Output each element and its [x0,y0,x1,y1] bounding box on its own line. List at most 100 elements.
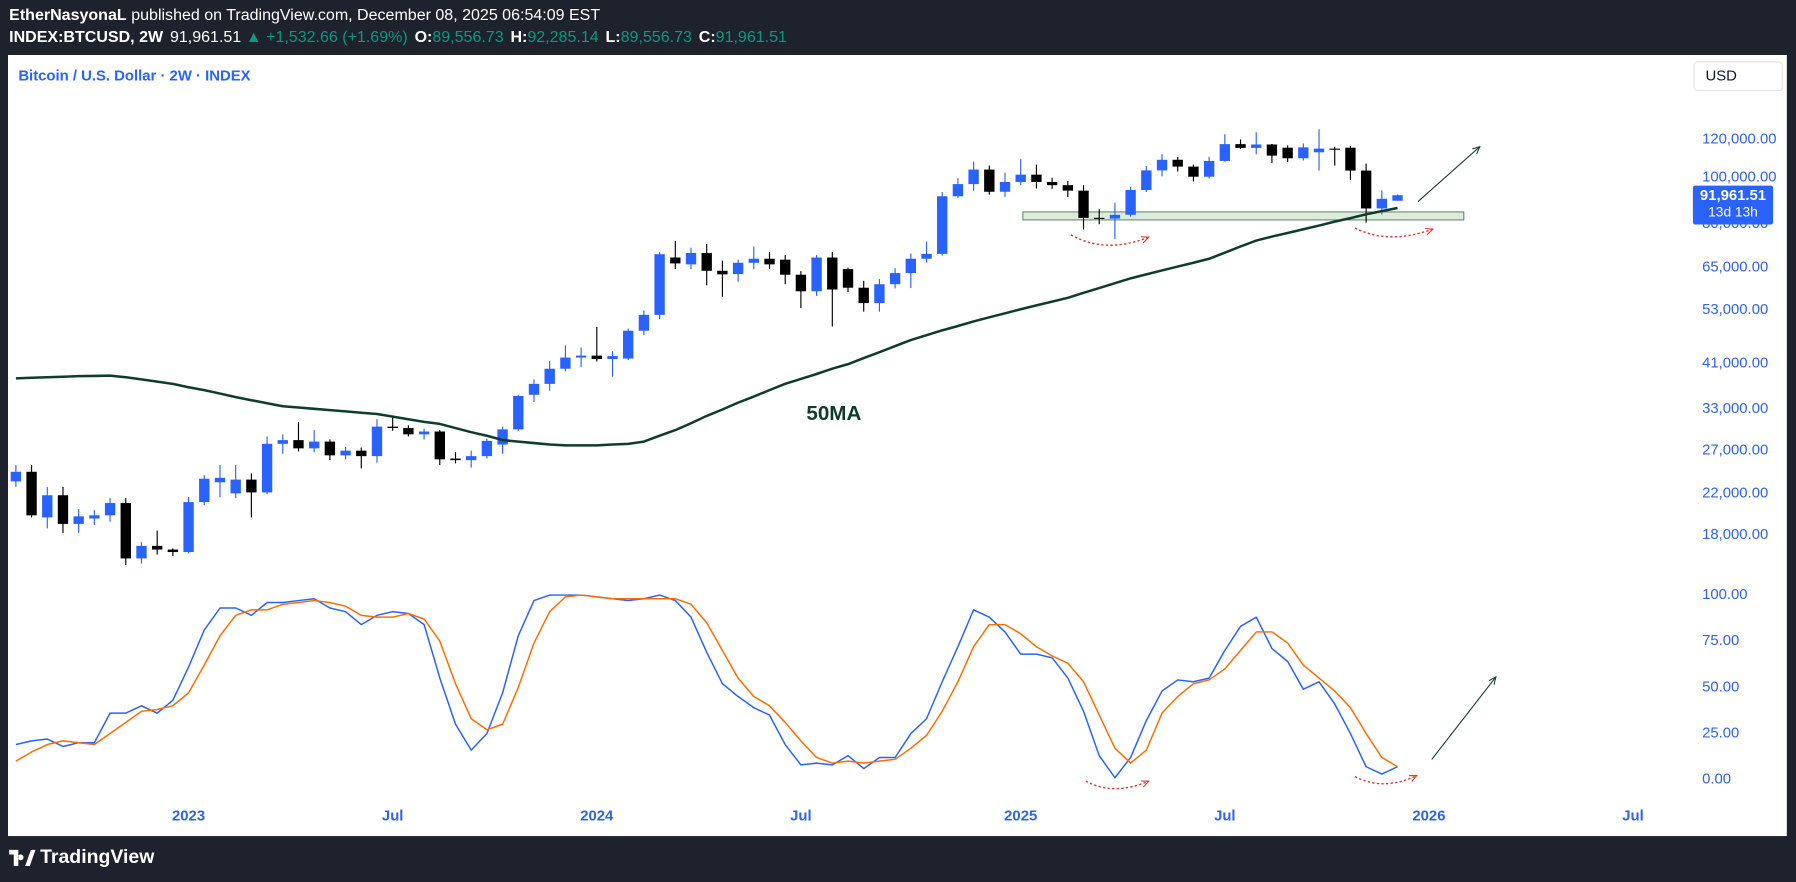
y-tick-label: 41,000.00 [1702,356,1768,372]
oscillator-pane [15,594,1398,779]
candle-body [340,450,351,456]
candle-body [10,471,22,482]
x-tick-label: Jul [382,809,404,825]
candle-body [1282,147,1293,159]
curve-arrow [1085,781,1149,790]
symbol: INDEX:BTCUSD, 2W [9,28,164,46]
candle-body [1313,148,1325,153]
candle-body [528,383,540,395]
candle-body [764,258,775,265]
y-tick-label: 100.00 [1702,587,1748,603]
ohlc-label: H: [510,28,527,46]
candle-body [151,545,163,550]
candle-body [638,314,650,331]
candle-body [732,262,744,275]
brand[interactable]: TradingView [40,846,155,868]
candle-body [450,458,461,461]
quote-line: INDEX:BTCUSD, 2W 91,961.51 ▲ +1,532.66 (+1… [9,28,787,46]
candle-body [607,356,618,360]
candle-body [905,258,916,274]
candle-body [418,431,430,435]
series-line [15,594,1398,768]
y-tick-label: 50.00 [1702,679,1739,695]
candle-body [842,269,854,288]
candle-body [1203,160,1215,177]
arrow [1417,147,1480,203]
curve-arrow [1354,227,1433,238]
candle-body [1251,144,1262,148]
candle-body [387,426,398,429]
arrow [1431,677,1496,760]
candle-body [104,503,116,516]
candle-body [26,471,37,516]
y-tick-label: 65,000.00 [1702,259,1768,275]
candle-body [827,257,838,290]
candle-body [654,254,665,315]
candle-body [1109,214,1121,219]
chart-title: Bitcoin / U.S. Dollar · 2W · INDEX [18,69,250,85]
candle-body [120,503,131,559]
candle-body [889,273,901,285]
currency: USD [1706,69,1738,85]
publish-line: EtherNasyonaL published on TradingView.co… [9,6,600,24]
candle-body [544,368,555,384]
candle-body [356,450,367,457]
price-pane [10,129,1403,566]
last: 91,961.51 [170,28,241,46]
y-tick-label: 22,000.00 [1702,485,1768,501]
y-tick-label: 25.00 [1702,725,1739,741]
ohlc-label: O: [415,28,433,46]
author: EtherNasyonaL [9,6,127,24]
candle-body [795,274,807,292]
candle-body [1015,174,1026,182]
chart-area [8,54,1787,837]
footer-bar [0,836,1796,882]
candle-body [701,252,712,271]
candle-body [1125,189,1136,215]
candle-body [937,196,948,254]
y-tick-label: 18,000.00 [1702,527,1768,543]
candle-body [1266,144,1278,156]
candle-body [575,355,587,358]
candle-body [230,479,241,494]
x-tick-label: 2023 [172,809,205,825]
candle-body [277,440,288,444]
candle-body [952,184,964,197]
change: ▲ +1,532.66 (+1.69%) [246,28,408,46]
candle-body [984,169,995,192]
price-label: 91,961.51 [1700,188,1766,204]
candle-body [670,257,681,264]
candle-body [968,169,979,185]
candle-body [1219,144,1231,161]
support-zone [1022,211,1465,221]
candle-body [497,429,508,445]
candle-body [293,440,304,449]
y-tick-label: 27,000.00 [1702,443,1768,459]
candle-body [1078,190,1089,218]
y-tick-label: 53,000.00 [1702,302,1768,318]
candle-body [136,545,147,559]
candle-body [214,477,226,483]
x-tick-label: 2026 [1412,809,1445,825]
ohlc-label: C: [699,28,716,46]
logo [9,849,36,866]
candle-body [685,252,697,265]
candle-body [1031,174,1042,182]
published: published on TradingView.com, December 0… [131,6,600,24]
candle-body [261,443,273,493]
candle-body [1046,181,1058,186]
candle-body [481,440,493,457]
candle-body [1062,185,1073,191]
ohlc-value: 89,556.73 [621,28,692,46]
currency-box[interactable] [1693,61,1783,92]
candle-body [1360,170,1372,209]
candle-body [1172,159,1183,167]
candle-body [434,431,445,460]
candle-body [1094,217,1105,219]
x-tick-label: Jul [1622,809,1644,825]
candle-body [1392,195,1403,201]
candle-body [89,515,100,519]
candle-body [183,502,194,553]
